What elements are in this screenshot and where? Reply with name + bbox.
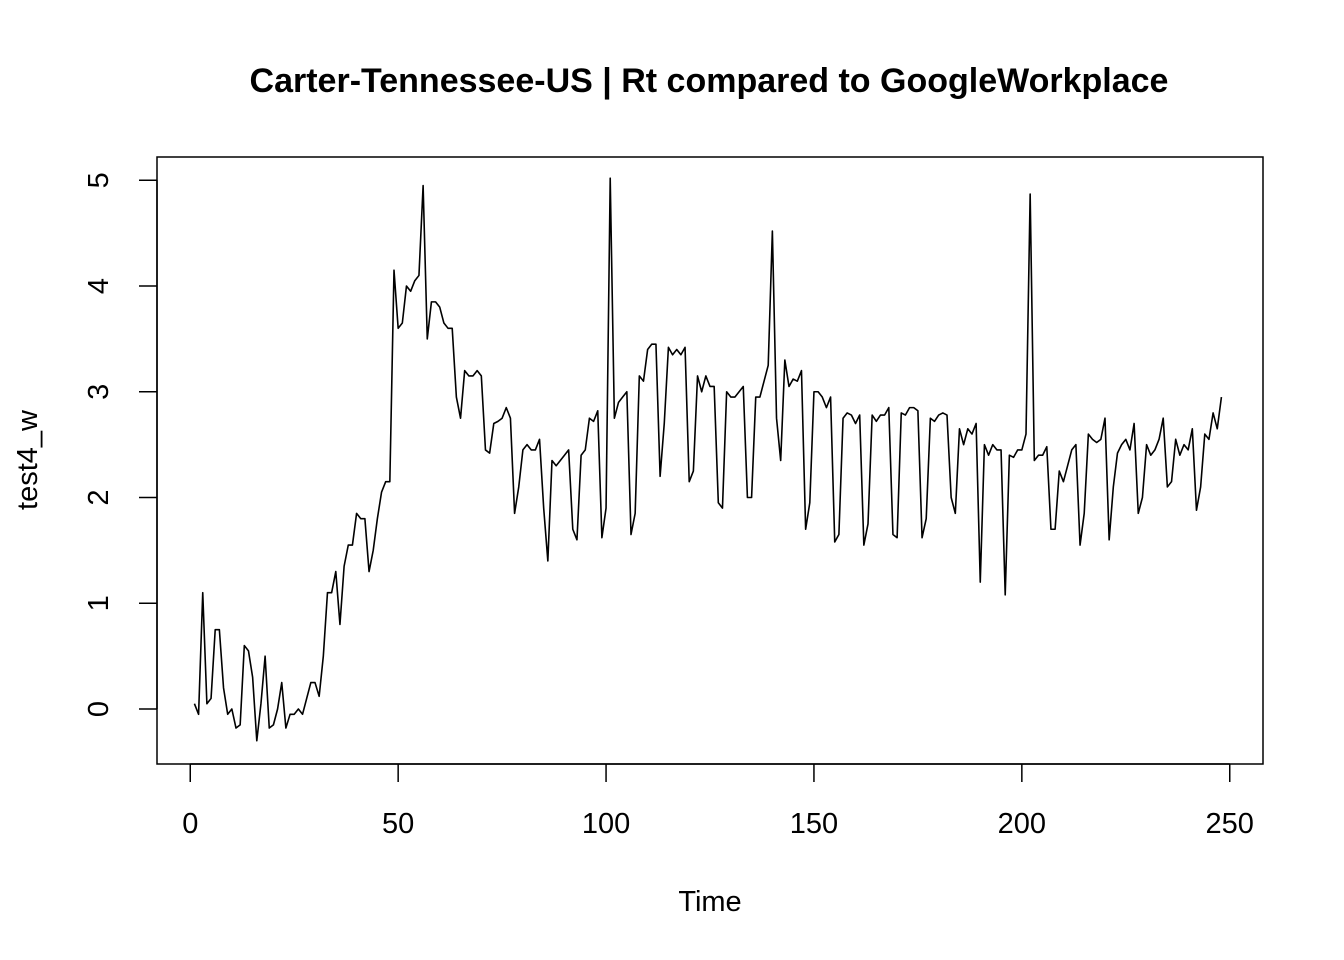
y-tick-label: 1 [83,595,115,611]
y-tick-label: 0 [83,701,115,717]
y-axis: 0 1 2 3 4 5 [83,172,158,717]
x-tick-label: 0 [182,808,198,840]
x-tick-label: 50 [382,808,414,840]
y-axis-label: test4_w [12,409,44,510]
chart-title: Carter-Tennessee-US | Rt compared to Goo… [250,62,1169,100]
x-tick-label: 150 [790,808,838,840]
y-tick-label: 4 [83,278,115,294]
x-axis: 0 50 100 150 200 250 [182,763,1254,840]
x-tick-label: 250 [1206,808,1254,840]
y-tick-label: 5 [83,172,115,188]
x-tick-label: 200 [998,808,1046,840]
series-line [193,177,1223,742]
y-tick-label: 3 [83,384,115,400]
x-tick-label: 100 [582,808,630,840]
plot-frame [156,156,1264,765]
y-tick-label: 2 [83,489,115,505]
x-axis-label: Time [678,886,741,918]
